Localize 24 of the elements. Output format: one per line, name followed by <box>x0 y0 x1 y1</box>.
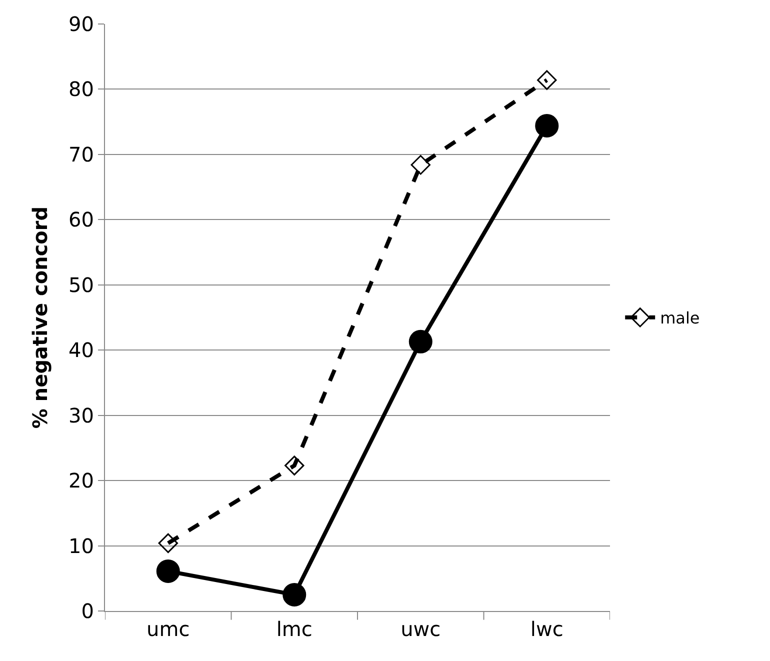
y-tick-label: 30 <box>68 403 94 428</box>
x-tick-label: umc <box>146 617 190 641</box>
y-tick-label: 50 <box>68 272 94 297</box>
point <box>410 155 430 175</box>
y-axis-title: % negative concord <box>28 206 52 429</box>
y-tick-label: 60 <box>68 208 94 232</box>
y-tick-label: 10 <box>68 534 94 558</box>
point <box>537 70 557 90</box>
y-tick-label: 70 <box>68 142 94 166</box>
point <box>535 114 559 138</box>
x-tick-label: lmc <box>276 617 312 641</box>
x-tick-label: lwc <box>530 617 564 641</box>
y-tick-label: 90 <box>68 12 94 36</box>
y-tick-label: 80 <box>68 77 94 102</box>
point <box>284 456 304 476</box>
point <box>156 559 180 583</box>
y-tick-label: 40 <box>68 338 94 362</box>
point <box>408 330 432 354</box>
y-tick-label: 20 <box>68 468 94 493</box>
x-tick-label: uwc <box>400 617 441 641</box>
point <box>158 533 178 554</box>
point <box>282 582 306 606</box>
legend-label: male <box>660 308 700 328</box>
y-tick-label: 0 <box>81 599 94 623</box>
